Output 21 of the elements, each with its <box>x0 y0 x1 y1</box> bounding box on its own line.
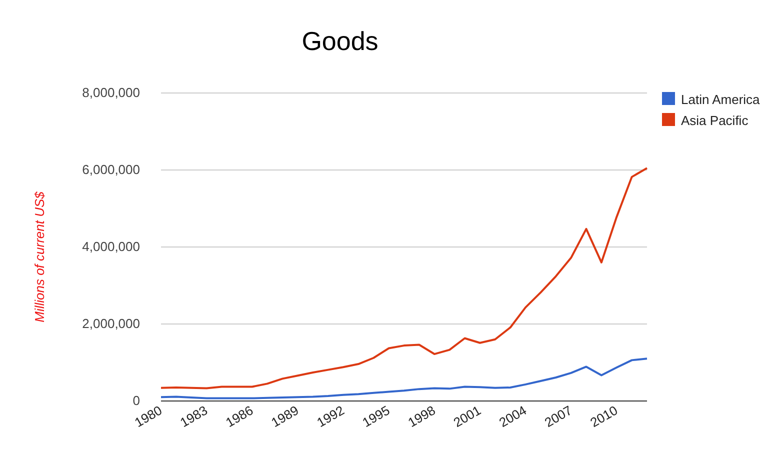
x-tick-label: 1998 <box>405 402 438 430</box>
x-tick-label: 1992 <box>314 402 347 430</box>
line-series <box>160 358 648 400</box>
x-tick-label: 2010 <box>588 402 620 430</box>
x-tick-label: 1983 <box>178 402 210 430</box>
y-tick-label: 0 <box>132 393 140 408</box>
y-tick-label: 2,000,000 <box>82 316 140 331</box>
line-series <box>160 167 648 390</box>
x-tick-label: 2001 <box>450 402 484 430</box>
x-tick-label: 2007 <box>542 402 575 430</box>
legend-label: Asia Pacific <box>681 113 749 128</box>
legend-label: Latin America <box>681 92 761 107</box>
y-tick-label: 6,000,000 <box>82 162 140 177</box>
x-tick-label: 1989 <box>268 402 302 430</box>
y-axis-title: Millions of current US$ <box>32 190 47 322</box>
x-tick-label: 1986 <box>223 402 256 430</box>
y-tick-label: 8,000,000 <box>82 85 140 100</box>
x-tick-label: 2004 <box>496 402 529 430</box>
x-tick-label: 1995 <box>360 402 392 430</box>
chart-title: Goods <box>302 26 378 56</box>
y-tick-label: 4,000,000 <box>82 239 140 254</box>
